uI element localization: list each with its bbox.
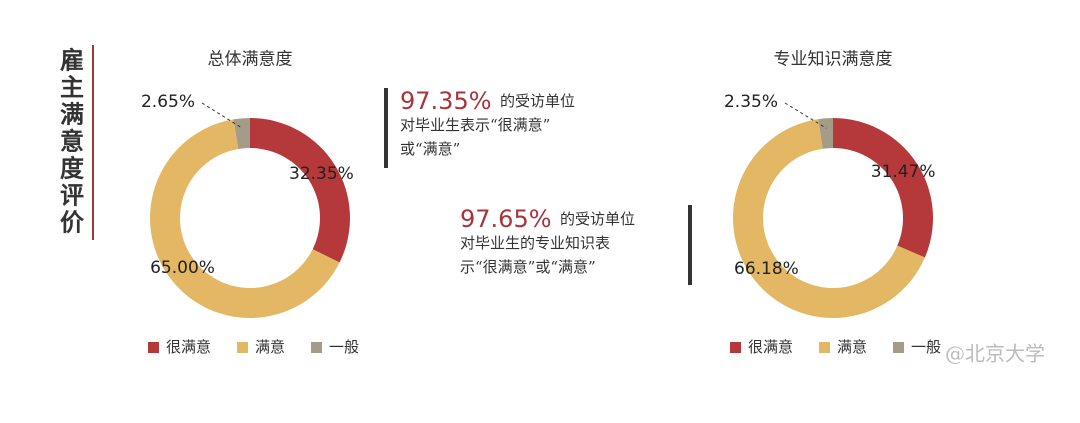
data-label: 2.35%: [724, 92, 778, 112]
callout-text: 或“满意”: [400, 140, 460, 158]
callout-highlight: 97.65%: [460, 205, 552, 233]
data-label: 66.18%: [734, 259, 799, 279]
watermark: @北京大学: [945, 342, 1045, 366]
chart-title: 总体满意度: [208, 50, 293, 70]
legend-label: 很满意: [748, 338, 793, 356]
side-title-char: 雇: [60, 46, 84, 75]
side-title-char: 主: [60, 73, 84, 102]
donut-segment: [250, 118, 350, 263]
data-label: 2.65%: [141, 92, 195, 112]
legend-swatch: [311, 342, 323, 353]
callout-text: 示“很满意”或“满意”: [460, 258, 596, 276]
chart-title: 专业知识满意度: [774, 50, 893, 70]
legend-label: 一般: [329, 338, 359, 356]
donut-segment: [149, 119, 340, 319]
donut-segment: [733, 119, 925, 318]
legend-swatch: [893, 342, 905, 353]
callout-text: 的受访单位: [560, 210, 635, 228]
side-title-char: 意: [60, 127, 84, 156]
callout-text: 对毕业生的专业知识表: [460, 234, 610, 252]
legend-label: 一般: [911, 338, 941, 356]
side-title-char: 价: [60, 208, 85, 237]
leader-line: [784, 102, 827, 129]
callout-highlight: 97.35%: [400, 87, 492, 115]
legend-label: 满意: [255, 338, 285, 356]
legend-swatch: [237, 342, 249, 353]
data-label: 65.00%: [150, 258, 215, 278]
legend-swatch: [819, 342, 831, 353]
data-label: 32.35%: [289, 164, 354, 184]
callout-text: 对毕业生表示“很满意”: [400, 116, 550, 134]
side-title-char: 度: [60, 154, 85, 183]
leader-line: [201, 102, 243, 129]
legend-label: 很满意: [166, 338, 211, 356]
legend-swatch: [730, 342, 741, 353]
side-title-char: 满: [60, 100, 84, 129]
data-label: 31.47%: [871, 162, 936, 182]
donut-segment: [833, 118, 934, 258]
callout-text: 的受访单位: [500, 92, 575, 110]
legend-swatch: [148, 342, 159, 353]
side-title-char: 评: [60, 181, 84, 210]
legend-label: 满意: [837, 338, 867, 356]
